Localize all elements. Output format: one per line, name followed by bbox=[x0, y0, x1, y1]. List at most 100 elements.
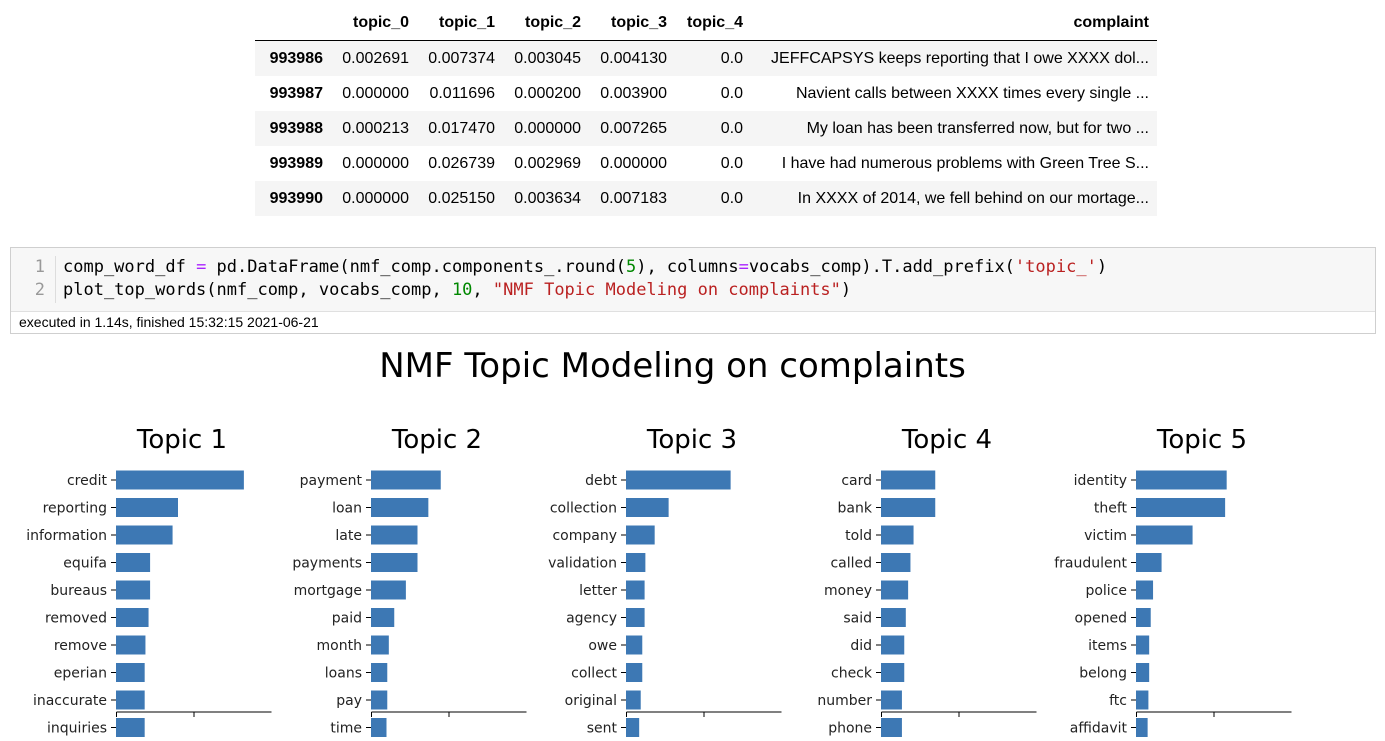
y-tick-label: card bbox=[841, 473, 872, 489]
line-number: 2 bbox=[34, 280, 45, 300]
code-token: ), columns bbox=[636, 257, 739, 277]
bar-number bbox=[881, 690, 902, 710]
y-tick-label: remove bbox=[54, 638, 107, 654]
code-token: pd.DataFrame(nmf_comp.components_.round( bbox=[206, 257, 626, 277]
code-operator: = bbox=[738, 257, 749, 277]
chart-panel-topic-5: Topic 5 identity theft victim fraudulent poli… bbox=[1054, 425, 1292, 737]
table-cell: 0.003045 bbox=[514, 49, 581, 67]
bar-debt bbox=[626, 470, 731, 490]
y-tick-label: agency bbox=[566, 611, 617, 627]
bar-original bbox=[626, 690, 641, 710]
bar-check bbox=[881, 663, 905, 682]
y-tick-label: owe bbox=[588, 638, 617, 654]
y-tick-label: collect bbox=[571, 666, 617, 682]
table-cell: 0.0 bbox=[720, 189, 743, 207]
code-editor[interactable]: 1 2 comp_word_df = pd.DataFrame(nmf_comp… bbox=[11, 248, 1375, 312]
y-tick-label: validation bbox=[548, 556, 617, 572]
y-tick-label: eperian bbox=[54, 666, 107, 682]
y-tick-label: police bbox=[1085, 583, 1127, 599]
bar-equifa bbox=[116, 553, 151, 572]
table-header-row: topic_0 topic_1 topic_2 topic_3 topic_4 … bbox=[255, 5, 1157, 41]
bar-ftc bbox=[1136, 690, 1149, 710]
y-tick-label: fraudulent bbox=[1054, 556, 1127, 572]
y-tick-label: opened bbox=[1075, 611, 1127, 627]
y-tick-label: collection bbox=[550, 501, 617, 517]
bar-loans bbox=[371, 663, 388, 682]
chart-title: NMF Topic Modeling on complaints bbox=[379, 346, 966, 386]
panel-title: Topic 1 bbox=[136, 425, 227, 455]
code-token: vocabs_comp).T.add_prefix( bbox=[748, 257, 1015, 277]
table-cell: 0.000000 bbox=[342, 154, 409, 172]
bar-reporting bbox=[116, 498, 178, 517]
bar-owe bbox=[626, 635, 643, 655]
chart-panel-topic-3: Topic 3 debt collection company validation le… bbox=[548, 425, 782, 737]
bar-phone bbox=[881, 718, 902, 737]
table-cell: 0.017470 bbox=[428, 119, 495, 137]
y-tick-label: original bbox=[565, 693, 617, 709]
y-tick-label: debt bbox=[585, 473, 617, 489]
table-row: 993990 0.000000 0.025150 0.003634 0.0071… bbox=[255, 181, 1157, 216]
table-row: 993989 0.000000 0.026739 0.002969 0.0000… bbox=[255, 146, 1157, 181]
table-row: 993988 0.000213 0.017470 0.000000 0.0072… bbox=[255, 111, 1157, 146]
row-index: 993986 bbox=[269, 49, 323, 67]
y-tick-label: affidavit bbox=[1070, 721, 1128, 737]
y-tick-label: information bbox=[26, 528, 107, 544]
y-tick-label: theft bbox=[1094, 501, 1128, 517]
y-tick-label: inquiries bbox=[47, 721, 107, 737]
code-line-1[interactable]: comp_word_df = pd.DataFrame(nmf_comp.com… bbox=[63, 256, 1107, 279]
code-lines[interactable]: comp_word_df = pd.DataFrame(nmf_comp.com… bbox=[63, 256, 1107, 302]
bar-identity bbox=[1136, 470, 1227, 490]
code-number: 5 bbox=[625, 257, 637, 277]
table-cell-complaint: My loan has been transferred now, but fo… bbox=[806, 119, 1149, 137]
bar-told bbox=[881, 525, 914, 545]
table-cell-complaint: JEFFCAPSYS keeps reporting that I owe XX… bbox=[771, 49, 1149, 67]
bar-time bbox=[371, 718, 387, 737]
y-tick-label: told bbox=[845, 528, 872, 544]
bar-money bbox=[881, 580, 909, 600]
bar-mortgage bbox=[371, 580, 406, 600]
row-index: 993990 bbox=[269, 189, 323, 207]
table-cell: 0.000000 bbox=[342, 84, 409, 102]
y-tick-label: belong bbox=[1079, 666, 1127, 682]
code-token: , bbox=[472, 280, 493, 300]
y-tick-label: victim bbox=[1084, 528, 1127, 544]
y-tick-label: letter bbox=[579, 583, 617, 599]
chart-figure: NMF Topic Modeling on complaints Topic 1… bbox=[0, 340, 1385, 741]
row-index: 993989 bbox=[269, 154, 323, 172]
chart-panel-topic-1: Topic 1 credit reporting information equifa b… bbox=[26, 425, 272, 737]
bar-agency bbox=[626, 608, 645, 627]
y-tick-label: pay bbox=[336, 693, 362, 709]
column-header-topic-1: topic_1 bbox=[417, 5, 503, 41]
bar-company bbox=[626, 525, 655, 545]
bar-victim bbox=[1136, 525, 1193, 545]
bar-letter bbox=[626, 580, 645, 600]
bar-inaccurate bbox=[116, 690, 145, 710]
bar-police bbox=[1136, 580, 1154, 600]
bar-theft bbox=[1136, 498, 1226, 517]
code-number: 10 bbox=[451, 280, 473, 300]
chart-panel-topic-2: Topic 2 payment loan late payments mortgage pa… bbox=[292, 425, 527, 737]
table-cell: 0.000000 bbox=[514, 119, 581, 137]
table-cell: 0.003634 bbox=[514, 189, 581, 207]
y-tick-label: payment bbox=[300, 473, 363, 489]
bar-late bbox=[371, 525, 418, 545]
panel-title: Topic 4 bbox=[901, 425, 992, 455]
y-tick-label: month bbox=[317, 638, 362, 654]
y-tick-label: credit bbox=[67, 473, 108, 489]
table-cell: 0.0 bbox=[720, 49, 743, 67]
y-tick-label: mortgage bbox=[294, 583, 362, 599]
table-cell: 0.000000 bbox=[342, 189, 409, 207]
code-cell[interactable]: 1 2 comp_word_df = pd.DataFrame(nmf_comp… bbox=[10, 247, 1376, 334]
bar-payments bbox=[371, 553, 418, 572]
column-header-topic-2: topic_2 bbox=[503, 5, 589, 41]
execution-info: executed in 1.14s, finished 15:32:15 202… bbox=[19, 314, 319, 330]
bar-collect bbox=[626, 663, 643, 682]
bar-opened bbox=[1136, 608, 1151, 627]
table-cell: 0.002969 bbox=[514, 154, 581, 172]
code-line-2[interactable]: plot_top_words(nmf_comp, vocabs_comp, 10… bbox=[63, 279, 1107, 302]
table-cell: 0.007265 bbox=[600, 119, 667, 137]
table-cell: 0.025150 bbox=[428, 189, 495, 207]
y-tick-label: number bbox=[817, 693, 872, 709]
bar-pay bbox=[371, 690, 388, 710]
y-tick-label: company bbox=[552, 528, 617, 544]
